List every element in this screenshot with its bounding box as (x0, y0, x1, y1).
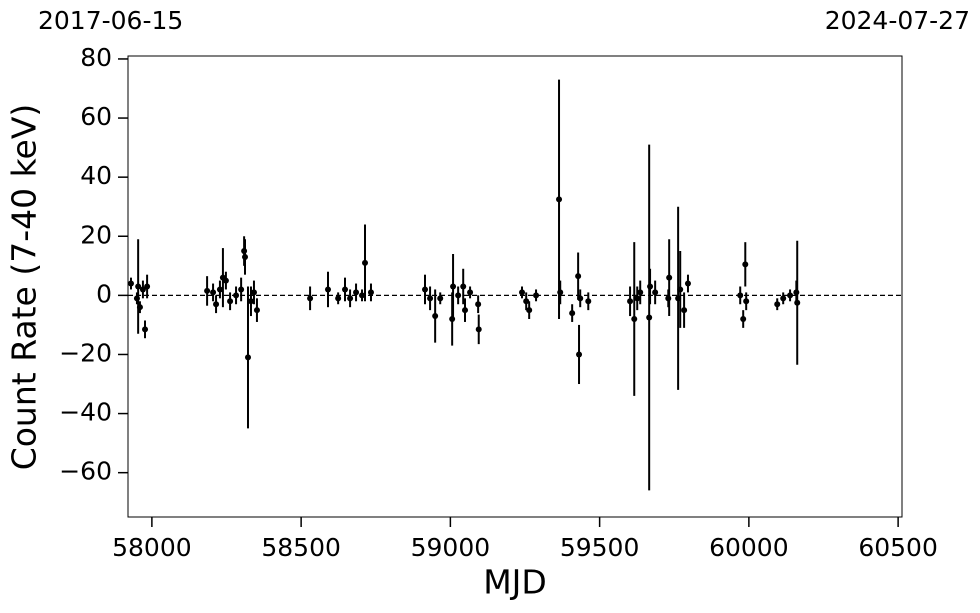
data-point (627, 298, 634, 305)
data-point (787, 292, 794, 299)
data-point (585, 298, 592, 305)
x-tick-label: 60500 (858, 533, 938, 562)
data-point (342, 286, 349, 293)
y-tick-label: 80 (80, 43, 112, 72)
data-point (519, 289, 526, 296)
data-point (324, 286, 331, 293)
y-tick-label: 20 (80, 220, 112, 249)
data-point (569, 310, 576, 317)
data-point (533, 292, 540, 299)
data-point (136, 304, 143, 311)
data-point (631, 316, 638, 323)
data-point (647, 283, 654, 290)
data-point (307, 295, 314, 302)
x-tick-label: 59000 (411, 533, 491, 562)
data-point (743, 298, 750, 305)
data-point (437, 295, 444, 302)
data-point (242, 253, 249, 260)
data-point (253, 307, 260, 314)
data-point (427, 295, 434, 302)
x-tick-label: 58500 (261, 533, 341, 562)
data-point (652, 289, 659, 296)
data-point (467, 289, 474, 296)
x-axis-label: MJD (483, 563, 547, 602)
data-point (222, 277, 229, 284)
data-point (213, 301, 220, 308)
data-point (774, 301, 781, 308)
data-point (666, 274, 673, 281)
data-point (210, 289, 217, 296)
data-point (475, 301, 482, 308)
data-point (556, 196, 563, 203)
data-point (575, 273, 582, 280)
data-point (422, 286, 429, 293)
data-point (684, 280, 691, 287)
data-point (462, 307, 469, 314)
data-point (142, 326, 149, 333)
end-date-label: 2024-07-27 (825, 6, 970, 35)
y-tick-label: −40 (59, 398, 112, 427)
data-point (335, 295, 342, 302)
y-tick-label: 0 (96, 279, 112, 308)
data-point (238, 286, 245, 293)
data-point (144, 283, 151, 290)
x-tick-label: 58000 (112, 533, 192, 562)
data-point (204, 287, 211, 294)
data-point (347, 295, 354, 302)
data-point (227, 298, 234, 305)
data-point (216, 286, 223, 293)
data-point (681, 307, 688, 314)
data-point (576, 351, 583, 358)
data-point (127, 280, 134, 287)
y-tick-label: 40 (80, 161, 112, 190)
data-point (577, 295, 584, 302)
data-point (135, 283, 142, 290)
x-tick-label: 59500 (560, 533, 640, 562)
y-axis-label: Count Rate (7-40 keV) (5, 104, 44, 471)
y-tick-label: −60 (59, 457, 112, 486)
data-point (450, 283, 457, 290)
data-point (367, 289, 374, 296)
data-point (362, 259, 369, 266)
x-tick-label: 60000 (709, 533, 789, 562)
data-point (244, 354, 251, 361)
data-point (455, 292, 462, 299)
data-point (794, 299, 801, 306)
y-tick-label: −20 (59, 338, 112, 367)
data-point (460, 283, 467, 290)
data-point (250, 289, 257, 296)
plot-frame (127, 55, 903, 518)
data-point (634, 295, 641, 302)
data-point (637, 289, 644, 296)
data-point (139, 286, 146, 293)
data-point (359, 292, 366, 299)
data-point (432, 313, 439, 320)
data-point (646, 314, 653, 321)
data-point (475, 326, 482, 333)
data-point (526, 307, 533, 314)
data-point (523, 298, 530, 305)
data-point (740, 316, 747, 323)
data-point (247, 298, 254, 305)
data-point (780, 295, 787, 302)
data-point (233, 292, 240, 299)
start-date-label: 2017-06-15 (38, 6, 183, 35)
data-point (742, 261, 749, 268)
data-point (737, 292, 744, 299)
data-point (677, 286, 684, 293)
data-point (557, 289, 564, 296)
data-point (353, 289, 360, 296)
y-tick-label: 60 (80, 102, 112, 131)
